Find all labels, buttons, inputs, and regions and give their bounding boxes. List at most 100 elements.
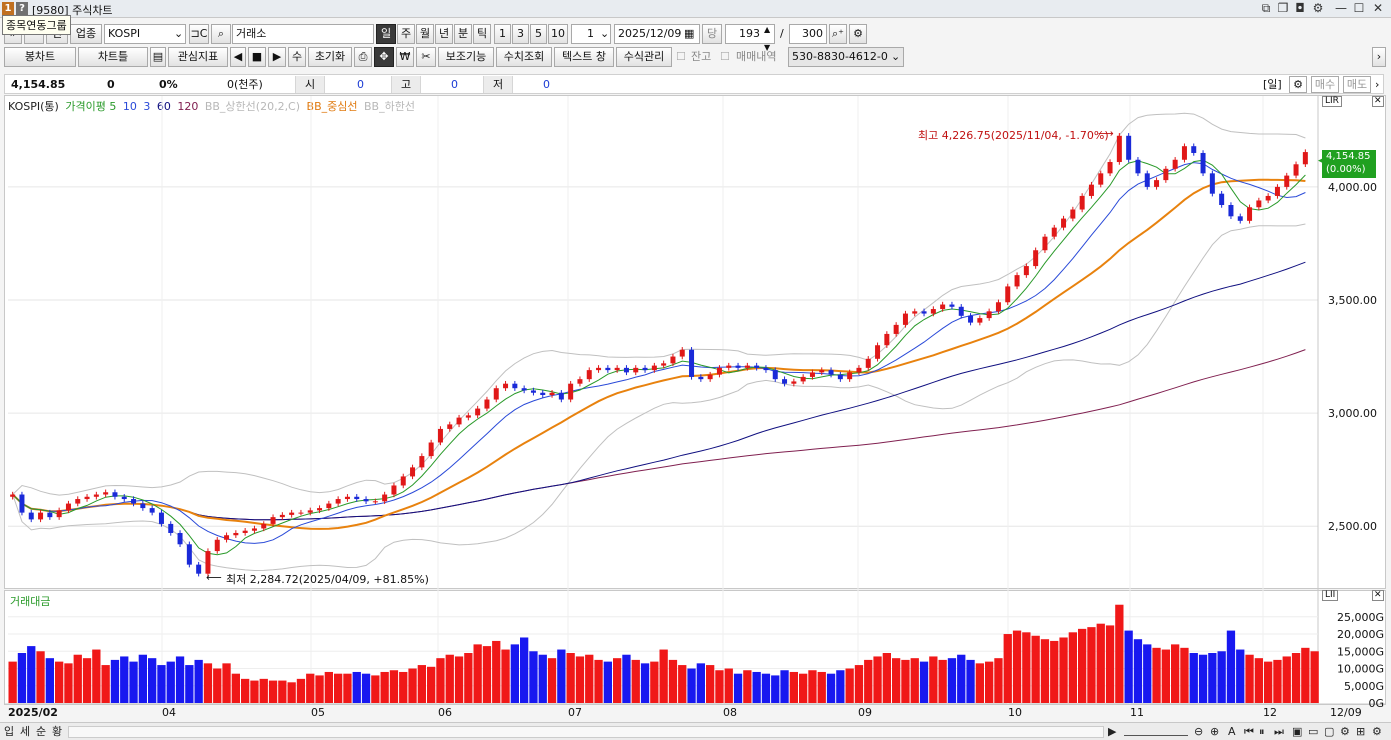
scale-toggle-icon[interactable]: LIR [1322, 96, 1342, 107]
stop-button[interactable]: ■ [248, 47, 266, 67]
price-tick-label: 2,500.00 [1328, 520, 1377, 533]
maximize-icon[interactable]: ☐ [1353, 1, 1365, 15]
calendar-icon[interactable]: ▦ [684, 27, 695, 40]
panel-close-icon[interactable]: ✕ [1372, 96, 1384, 107]
chevron-down-icon[interactable]: ⌄ [174, 27, 184, 40]
bottom-tab-2[interactable]: 세 [20, 725, 31, 738]
settings-gear-icon[interactable]: ⚙ [1312, 1, 1324, 15]
legend-ma120: 120 [177, 100, 199, 113]
volume-bar [175, 656, 185, 703]
value-lookup-button[interactable]: 수치조회 [496, 47, 552, 67]
trades-checkbox[interactable]: ☐ [720, 50, 730, 63]
chart-frame-button[interactable]: 차트틀 [78, 47, 148, 67]
volume-bar [399, 671, 408, 703]
close-icon[interactable]: ✕ [1372, 1, 1384, 15]
panel-icon[interactable]: ▭ [1308, 725, 1319, 738]
bottom-settings-icon[interactable]: ⚙ [1372, 725, 1382, 738]
volume-bar [482, 646, 492, 703]
options-gear-icon[interactable]: ⚙ [1340, 725, 1350, 738]
pause-icon[interactable]: ⏸ [1259, 725, 1265, 738]
zoom-icon[interactable]: ⌕⁺ [829, 24, 847, 44]
candle-body [503, 383, 509, 389]
screen-number-badge[interactable]: 1 [2, 2, 14, 15]
volume-close-icon[interactable]: ✕ [1372, 590, 1384, 601]
zoom-slider[interactable] [1124, 728, 1188, 736]
zoom-in-icon[interactable]: ⊕ [1210, 725, 1220, 738]
interval-10[interactable]: 10 [548, 24, 568, 44]
candle-body [475, 408, 481, 416]
candle-body [186, 544, 192, 565]
fast-forward-icon[interactable]: ⏭ [1274, 725, 1284, 738]
search-icon[interactable]: ⌕ [211, 24, 231, 44]
window-copy-icon[interactable]: ❐ [1277, 1, 1289, 15]
panel-collapse-icon[interactable]: › [1372, 47, 1386, 67]
period-week[interactable]: 주 [397, 24, 415, 44]
period-year[interactable]: 년 [435, 24, 453, 44]
period-day[interactable]: 일 [376, 24, 396, 44]
grid-icon[interactable]: ⊞ [1356, 725, 1366, 738]
scroll-right-icon[interactable]: ▶ [1108, 725, 1117, 738]
reset-button[interactable]: 초기화 [308, 47, 352, 67]
prev-button[interactable]: ◀ [230, 47, 246, 67]
period-minute[interactable]: 분 [454, 24, 472, 44]
layout-icon[interactable]: ▣ [1292, 725, 1303, 738]
rewind-icon[interactable]: ⏮ [1244, 725, 1254, 738]
number-button[interactable]: 수 [288, 47, 306, 67]
candle-body [995, 302, 1001, 312]
indicator-button[interactable]: 관심지표 [168, 47, 228, 67]
assist-button[interactable]: 보조기능 [438, 47, 494, 67]
symbol-input[interactable]: KOSPI [104, 24, 186, 44]
zoom-out-icon[interactable]: ⊖ [1194, 725, 1204, 738]
minimize-icon[interactable]: — [1335, 1, 1347, 15]
candle-body [10, 494, 16, 497]
candle-body [326, 503, 332, 509]
text-window-button[interactable]: 텍스트 창 [554, 47, 614, 67]
period-month[interactable]: 월 [416, 24, 434, 44]
period-tick[interactable]: 틱 [473, 24, 491, 44]
window-icon[interactable]: ▢ [1324, 725, 1335, 738]
interval-3[interactable]: 3 [512, 24, 529, 44]
chevron-down-icon[interactable]: ⌄ [891, 50, 901, 63]
date-input[interactable]: 2025/12/09 [614, 24, 700, 44]
current-button[interactable]: 당 [702, 24, 722, 44]
horizontal-scrollbar[interactable] [68, 726, 1104, 738]
spinner-icon[interactable]: ▲ ▼ [764, 25, 771, 52]
move-icon[interactable]: ✥ [374, 47, 394, 67]
interval-1[interactable]: 1 [494, 24, 511, 44]
volume-bar [594, 659, 603, 703]
volume-bar [27, 646, 36, 703]
sell-button[interactable]: 매도 [1343, 76, 1371, 93]
print-icon[interactable]: ⎙ [354, 47, 372, 67]
volume-bar [1236, 649, 1245, 703]
total-input[interactable]: 300 [789, 24, 827, 44]
bottom-tab-1[interactable]: 입 [4, 725, 15, 738]
chevron-down-icon[interactable]: ⌄ [600, 27, 610, 40]
formula-button[interactable]: 수식관리 [616, 47, 672, 67]
exchange-field[interactable]: 거래소 [232, 24, 374, 44]
candle-chart-button[interactable]: 봉차트 [4, 47, 76, 67]
fork-icon[interactable]: ₩ [396, 47, 414, 67]
volume-bar [1254, 658, 1263, 703]
interval-5[interactable]: 5 [530, 24, 547, 44]
candle-body [400, 476, 406, 486]
interval-select[interactable]: 1 [571, 24, 611, 44]
camera-icon[interactable]: ◘ [1295, 1, 1305, 15]
balance-checkbox[interactable]: ☐ [676, 50, 686, 63]
window-link-icon[interactable]: ⧉ [1261, 1, 1271, 15]
scissors-icon[interactable]: ✂ [416, 47, 436, 67]
volume-scale-icon[interactable]: LII [1322, 590, 1339, 601]
chart-settings-gear-icon[interactable]: ⚙ [1289, 76, 1307, 93]
buy-button[interactable]: 매수 [1311, 76, 1339, 93]
auto-scale-icon[interactable]: A [1228, 725, 1236, 738]
bottom-tab-3[interactable]: 순 [36, 725, 47, 738]
account-select[interactable]: 530-8830-4612-0 [788, 47, 904, 67]
bottom-tab-4[interactable]: 황 [52, 725, 63, 738]
sidebar-handle-icon[interactable]: › [1375, 78, 1380, 91]
save-icon[interactable]: ▤ [150, 47, 166, 67]
count-input[interactable]: 193 [725, 24, 775, 44]
help-icon[interactable]: ? [16, 2, 28, 15]
next-button[interactable]: ▶ [268, 47, 286, 67]
link-icon[interactable]: ⊐C [189, 24, 209, 44]
gear-icon[interactable]: ⚙ [849, 24, 867, 44]
